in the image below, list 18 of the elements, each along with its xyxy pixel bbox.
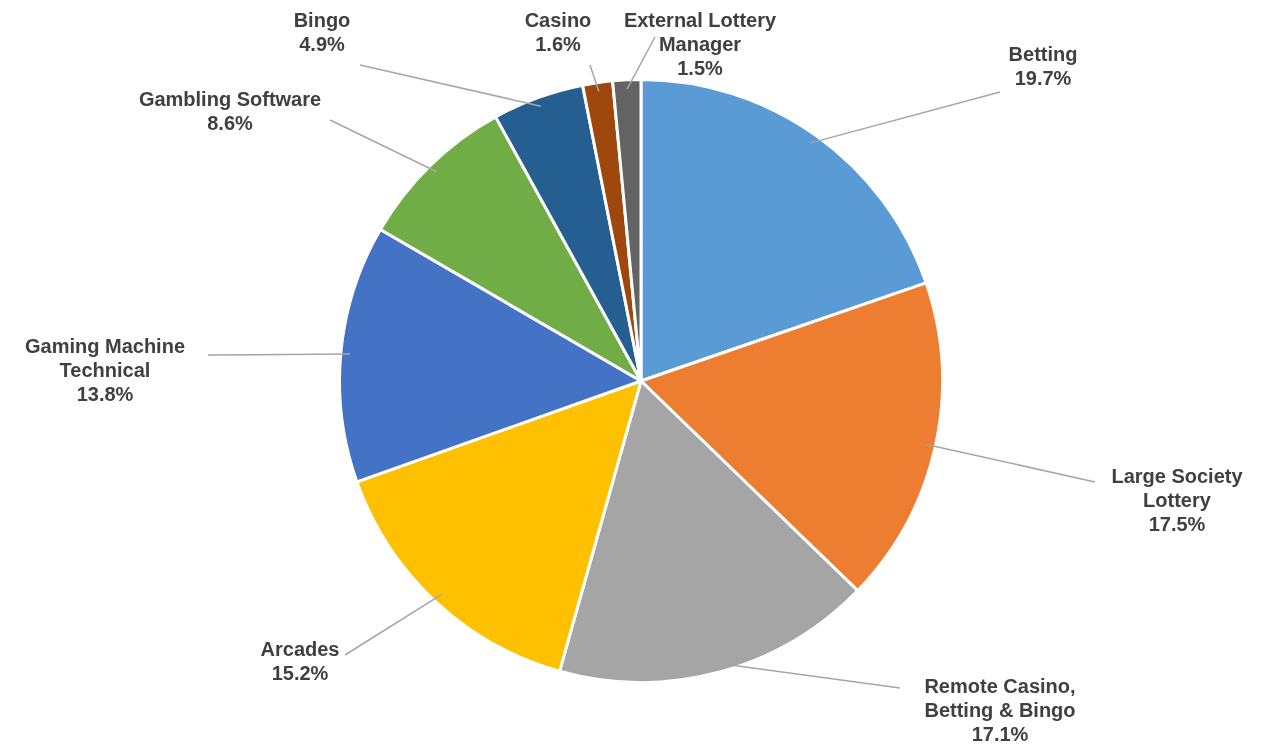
data-label: 1.5%	[677, 56, 724, 79]
data-label: 19.7%	[1014, 66, 1072, 89]
data-label: 13.8%	[76, 382, 134, 405]
data-label: 17.5%	[1148, 512, 1206, 535]
slice-label: Gaming Machine Technical	[24, 334, 186, 381]
data-label: 15.2%	[271, 661, 329, 684]
slice-label: Gambling Software	[138, 87, 322, 110]
slice-label: Large Society Lottery	[1111, 464, 1244, 511]
slice-label: Betting	[1008, 42, 1078, 65]
data-label: 1.6%	[535, 32, 582, 55]
data-label: 4.9%	[299, 32, 346, 55]
data-label: 8.6%	[207, 111, 254, 134]
slice-label: Remote Casino, Betting & Bingo	[924, 674, 1076, 721]
slice-label: Arcades	[260, 637, 340, 660]
data-label: 17.1%	[971, 722, 1029, 745]
slice-label: External Lottery Manager	[623, 8, 778, 55]
slice-label: Casino	[524, 8, 592, 31]
slice-label: Bingo	[293, 8, 351, 31]
